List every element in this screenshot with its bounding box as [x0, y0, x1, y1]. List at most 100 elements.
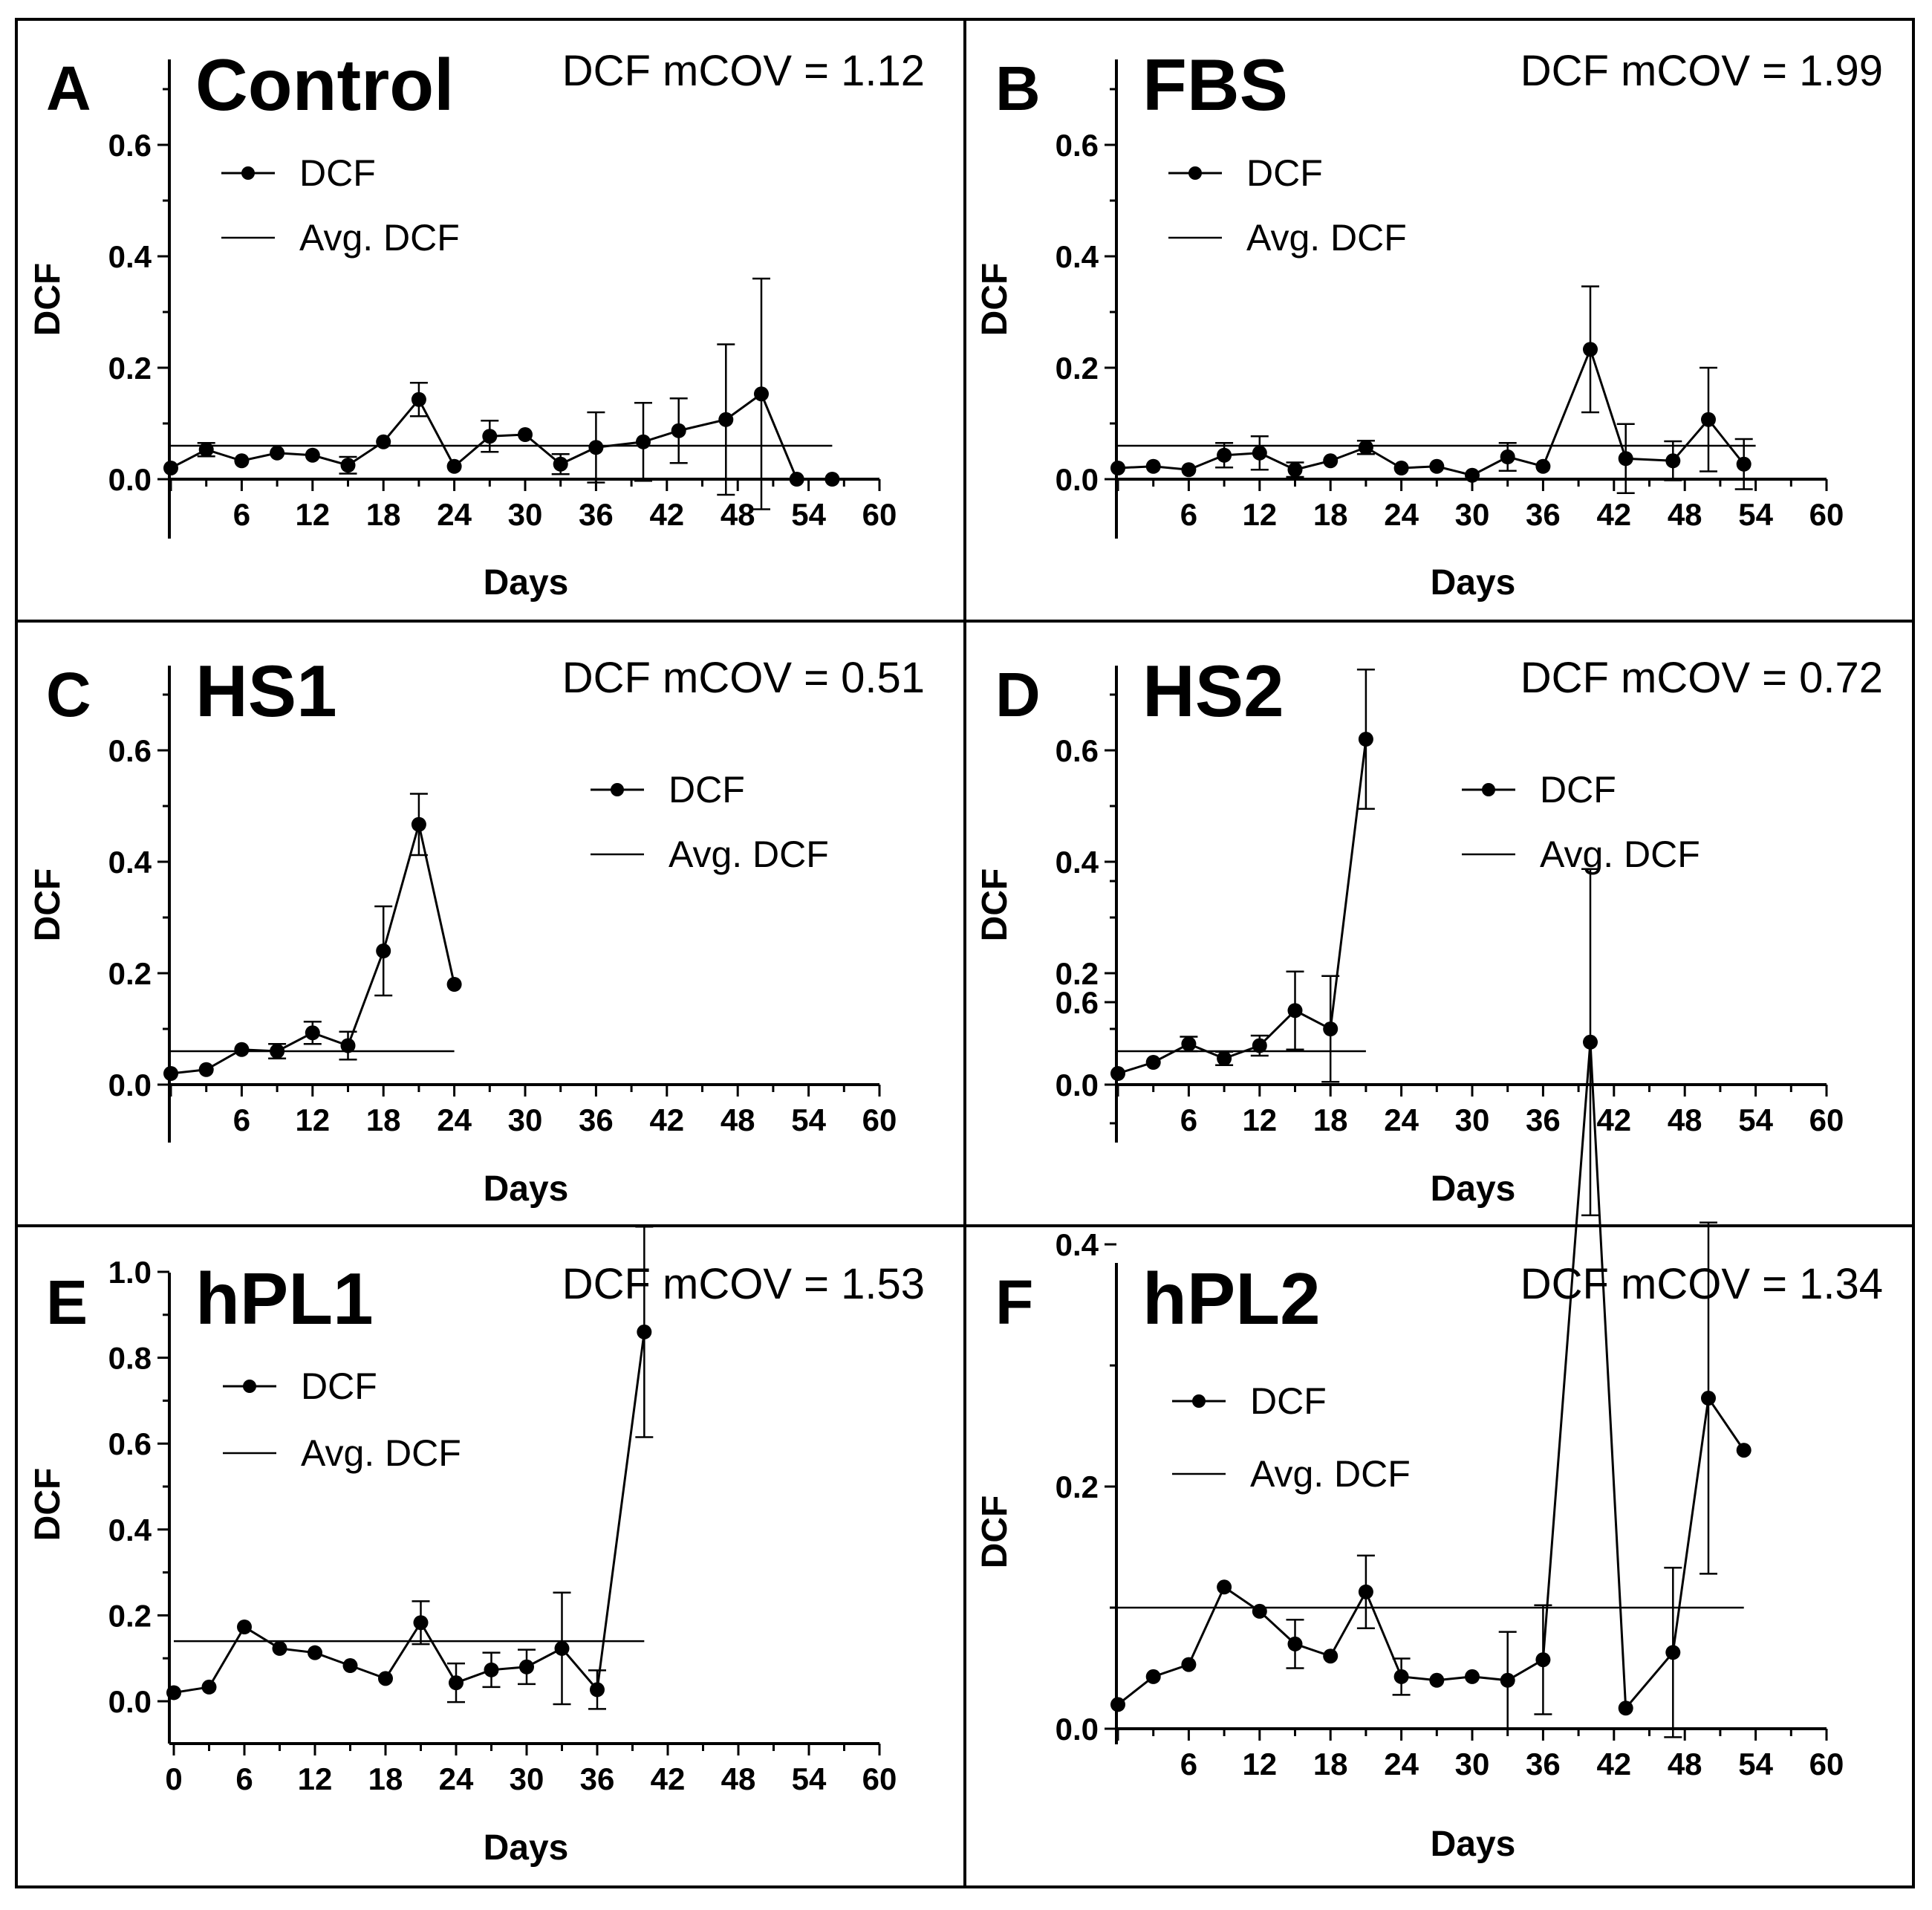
y-tick-label: 0.2 — [108, 351, 152, 386]
y-tick-label: 0.0 — [108, 1068, 152, 1102]
x-tick-label: 24 — [1384, 1747, 1419, 1781]
dcf-point — [1181, 1036, 1197, 1052]
x-tick-label: 18 — [1313, 1747, 1348, 1781]
dcf-point — [1429, 458, 1445, 474]
mcov-annotation: DCF mCOV = 1.99 — [1520, 47, 1883, 95]
legend-dcf-label: DCF — [1250, 1380, 1327, 1422]
dcf-point — [1358, 440, 1373, 455]
dcf-point — [1465, 1669, 1480, 1684]
dcf-point — [201, 1679, 217, 1695]
x-tick-label: 60 — [1809, 1102, 1844, 1137]
panel-c: 6 12 18 24 30 36 42 48 54 60 0.0 0.2 0.4 0.6 Days DCF C H… — [15, 620, 966, 1227]
dcf-point — [1618, 1701, 1633, 1716]
x-tick-label: 60 — [862, 1761, 897, 1796]
x-tick-label: 42 — [1596, 1102, 1631, 1137]
y-tick-label: 0.6 — [1056, 128, 1099, 163]
x-axis-label: Days — [484, 1828, 569, 1868]
x-tick-label: 18 — [366, 1102, 401, 1137]
dcf-point — [1181, 1657, 1197, 1672]
x-tick-label: 30 — [510, 1761, 544, 1796]
y-tick-label: 0.0 — [1056, 1068, 1099, 1102]
y-tick-label: 0.6 — [1056, 985, 1099, 1020]
x-tick-label: 36 — [579, 497, 614, 532]
y-tick-label: 0.4 — [1056, 845, 1099, 880]
x-axis-label: Days — [1431, 1169, 1516, 1209]
dcf-point — [446, 977, 462, 992]
x-tick-label: 6 — [1180, 497, 1197, 532]
x-tick-label: 6 — [1180, 1747, 1197, 1781]
y-tick-label: 0.0 — [1056, 1712, 1099, 1747]
dcf-point — [308, 1645, 322, 1660]
y-tick-label: 0.2 — [1056, 956, 1099, 991]
dcf-point — [1465, 467, 1480, 483]
dcf-point — [1181, 462, 1197, 478]
panel-frame — [963, 1224, 1915, 1888]
x-tick-label: 24 — [1384, 497, 1419, 532]
legend-avg-label: Avg. DCF — [1250, 1453, 1411, 1495]
x-tick-label: 6 — [233, 1102, 250, 1137]
dcf-point — [519, 1659, 534, 1675]
y-tick-label: 0.4 — [1056, 1227, 1099, 1262]
panel-title: hPL1 — [195, 1258, 374, 1339]
x-tick-label: 48 — [721, 497, 755, 532]
panel-title: hPL2 — [1142, 1258, 1321, 1339]
y-tick-label: 0.4 — [108, 239, 152, 274]
dcf-point — [1287, 1003, 1303, 1019]
mcov-annotation: DCF mCOV = 0.72 — [1520, 654, 1883, 702]
dcf-point — [484, 1662, 499, 1677]
x-tick-label: 48 — [1668, 1102, 1702, 1137]
x-tick-label: 60 — [1809, 1747, 1844, 1781]
x-tick-label: 24 — [437, 1102, 472, 1137]
y-tick-label: 0.4 — [108, 1513, 152, 1547]
legend-avg-label: Avg. DCF — [301, 1432, 461, 1474]
x-tick-label: 42 — [651, 1761, 686, 1796]
y-axis-label: DCF — [28, 263, 68, 337]
y-axis-label: DCF — [975, 1495, 1015, 1569]
dcf-point — [1535, 458, 1551, 474]
panel-e: 0 6 12 18 24 30 36 42 48 54 60 0.0 0.2 0.4 0.6 0.8 1.0 Da… — [15, 1224, 966, 1888]
y-tick-label: 1.0 — [108, 1255, 152, 1290]
y-tick-label: 0.2 — [108, 956, 152, 991]
panel-letter: A — [46, 53, 91, 123]
dcf-point — [1535, 1652, 1551, 1668]
x-tick-label: 54 — [1738, 1747, 1773, 1781]
legend-avg-label: Avg. DCF — [669, 834, 829, 875]
dcf-point — [718, 412, 734, 427]
dcf-point — [1500, 1672, 1515, 1688]
x-tick-label: 30 — [1455, 1102, 1490, 1137]
x-tick-label: 54 — [1738, 497, 1773, 532]
dcf-point — [1736, 1443, 1752, 1458]
y-tick-label: 0.6 — [108, 733, 152, 768]
dcf-point — [1145, 1669, 1161, 1684]
x-tick-label: 54 — [791, 1102, 826, 1137]
y-tick-label: 0.2 — [1056, 1469, 1099, 1504]
panel-a: 6 12 18 24 30 36 42 48 54 60 0.0 0.2 0.4 0.6 Days DCF A C… — [15, 18, 966, 623]
panel-title: HS2 — [1142, 650, 1284, 732]
dcf-point — [1393, 1669, 1409, 1684]
x-tick-label: 54 — [791, 497, 826, 532]
x-tick-label: 54 — [792, 1761, 827, 1796]
x-tick-label: 36 — [1526, 1747, 1561, 1781]
dcf-point — [342, 1658, 358, 1674]
x-tick-label: 42 — [1596, 1747, 1631, 1781]
x-tick-label: 12 — [1242, 1102, 1277, 1137]
x-tick-label: 48 — [1668, 1747, 1702, 1781]
legend-dcf-marker — [1188, 166, 1202, 180]
dcf-point — [1252, 445, 1267, 461]
x-tick-label: 36 — [1526, 1102, 1561, 1137]
y-tick-label: 0.6 — [1056, 733, 1099, 768]
panel-f: 6 12 18 24 30 36 42 48 54 60 0.0 0.2 0.4 0.6 Days DCF F h… — [963, 868, 1915, 1888]
dcf-point — [198, 1062, 214, 1077]
dcf-point — [1429, 1672, 1445, 1688]
y-tick-label: 0.0 — [108, 1684, 152, 1719]
dcf-point — [163, 461, 178, 475]
x-tick-label: 36 — [1526, 497, 1561, 532]
dcf-point — [1145, 1055, 1161, 1070]
y-tick-label: 0.0 — [108, 462, 152, 497]
dcf-point — [1736, 456, 1752, 472]
y-axis-label: DCF — [975, 263, 1015, 337]
dcf-point — [1252, 1603, 1267, 1619]
legend-dcf-marker — [241, 166, 255, 180]
x-tick-label: 48 — [721, 1102, 755, 1137]
y-tick-label: 0.2 — [1056, 351, 1099, 386]
